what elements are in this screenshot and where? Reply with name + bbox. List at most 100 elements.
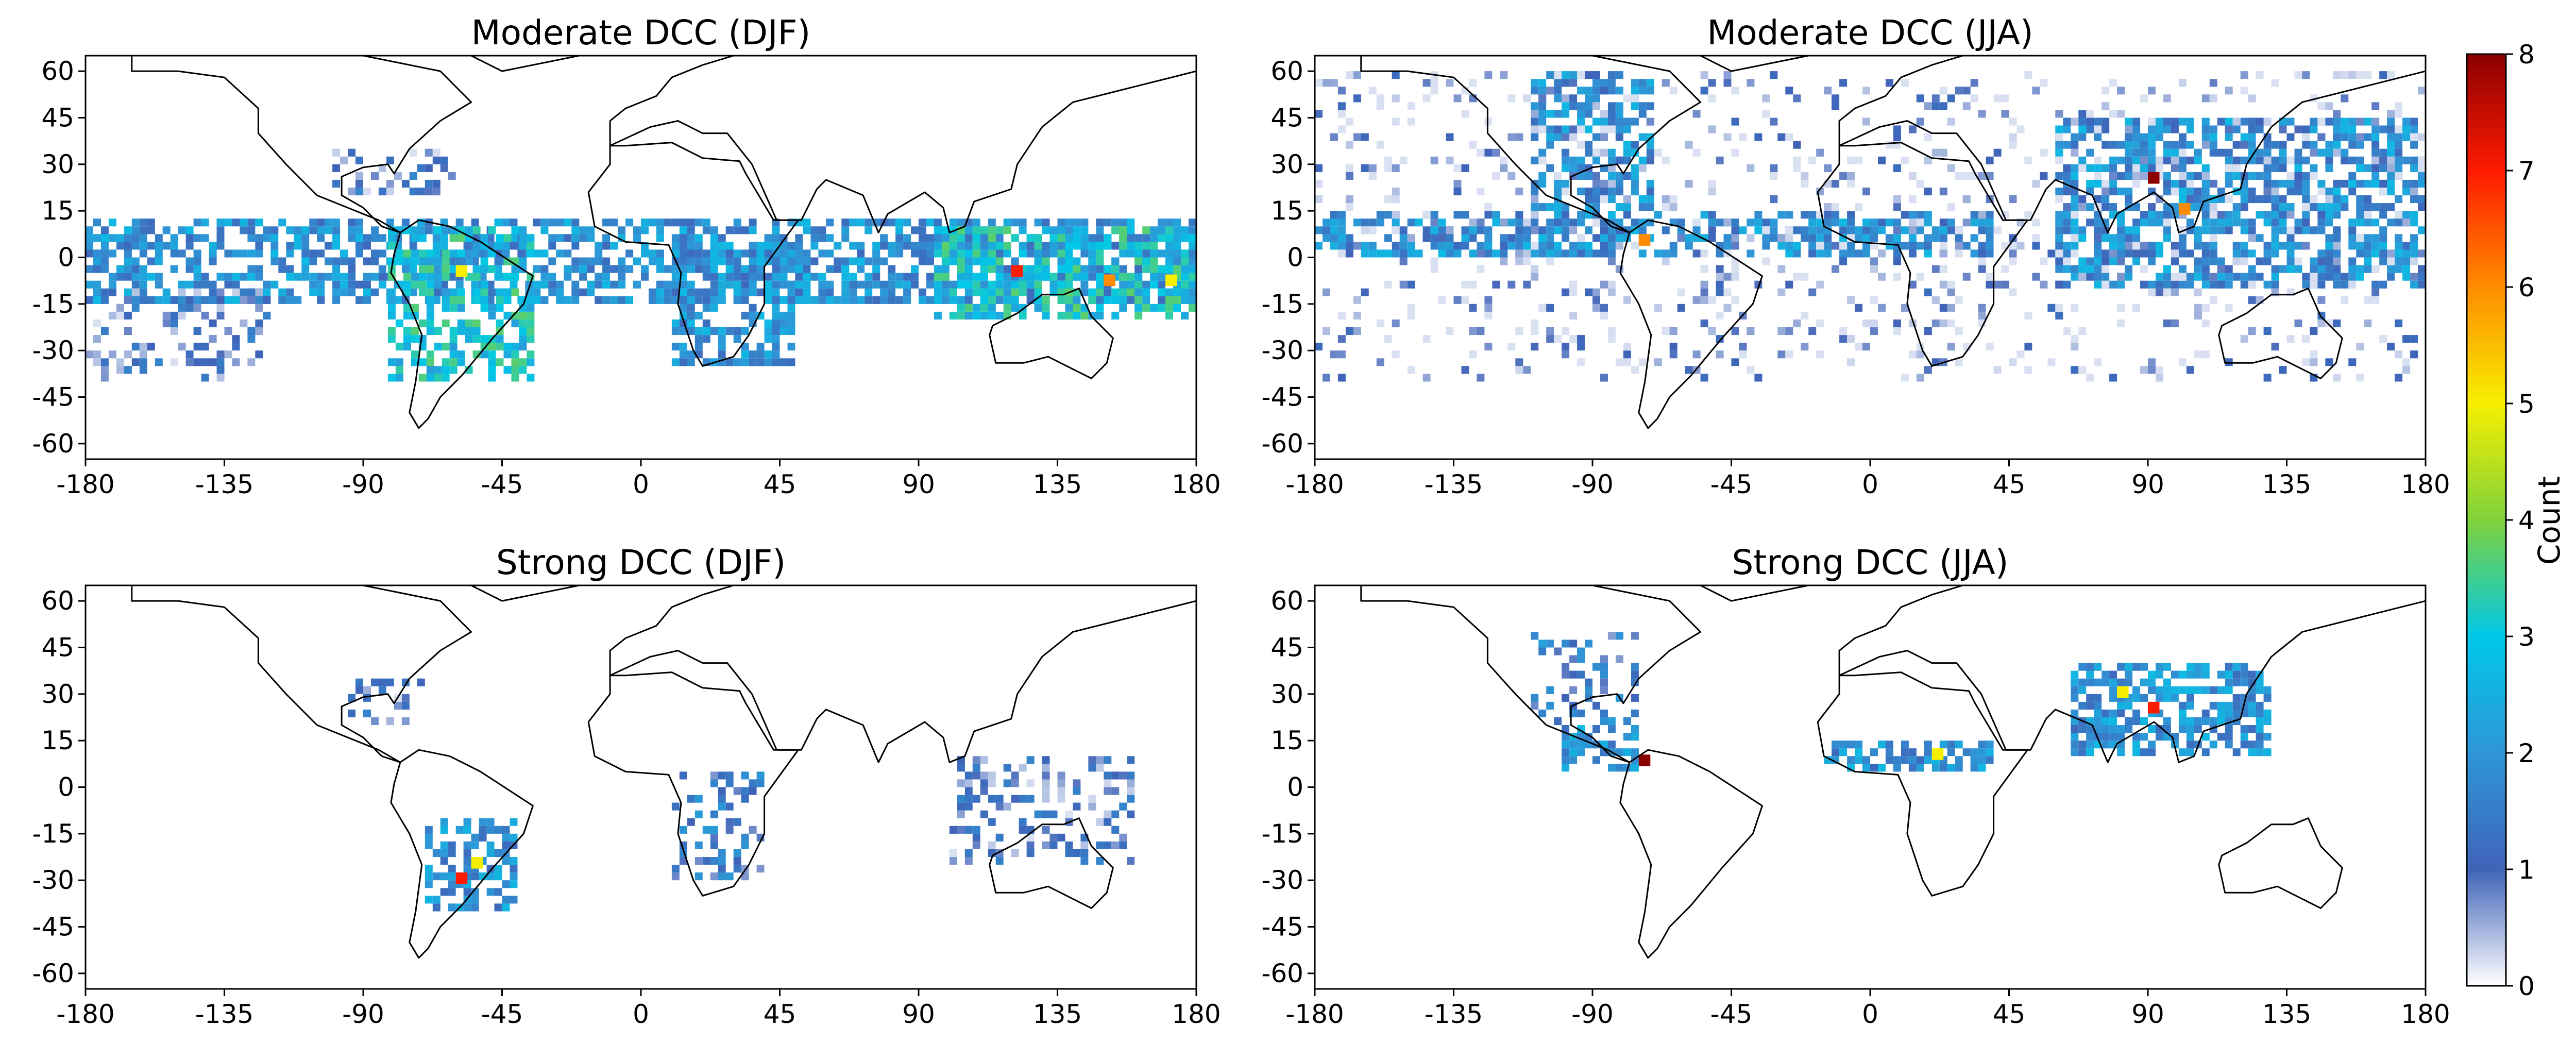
heatmap-cell	[841, 281, 849, 289]
heatmap-cell	[371, 234, 379, 242]
heatmap-cell	[488, 265, 496, 273]
heatmap-cell	[2017, 242, 2025, 249]
heatmap-cell	[155, 242, 163, 249]
colorbar: 012345678 Count	[2467, 40, 2567, 1001]
heatmap-cell	[1886, 756, 1893, 764]
heatmap-cell	[481, 265, 488, 273]
heatmap-cell	[1839, 748, 1847, 756]
heatmap-cell	[826, 249, 834, 257]
heatmap-cell	[147, 273, 155, 281]
y-tick-label: 0	[1287, 243, 1303, 273]
heatmap-cell	[301, 242, 309, 249]
heatmap-cell	[2187, 141, 2194, 149]
heatmap-cell	[2418, 203, 2426, 211]
heatmap-cell	[240, 319, 247, 327]
heatmap-cell	[687, 249, 695, 257]
heatmap-cell	[734, 865, 741, 872]
heatmap-cell	[1917, 273, 1924, 281]
heatmap-cell	[1400, 242, 1408, 249]
heatmap-cell	[942, 296, 950, 304]
heatmap-cell	[1631, 632, 1639, 640]
heatmap-cell	[1739, 226, 1747, 234]
heatmap-cell	[841, 226, 849, 234]
heatmap-cell	[2279, 141, 2287, 149]
heatmap-cell	[1531, 226, 1538, 234]
heatmap-cell	[695, 811, 703, 818]
heatmap-cell	[1585, 242, 1592, 249]
heatmap-cell	[2202, 226, 2210, 234]
heatmap-cell	[1346, 71, 1353, 79]
heatmap-cell	[2402, 366, 2410, 374]
heatmap-cell	[734, 335, 741, 343]
heatmap-cell	[1824, 164, 1832, 172]
heatmap-cell	[1801, 343, 1808, 350]
heatmap-cell	[1777, 133, 1785, 141]
heatmap-cell	[419, 258, 427, 265]
heatmap-cell	[810, 258, 818, 265]
heatmap-cell	[386, 717, 394, 725]
heatmap-cell	[788, 296, 795, 304]
heatmap-cell	[1431, 226, 1438, 234]
heatmap-cell	[2117, 188, 2125, 195]
heatmap-cell	[795, 273, 803, 281]
heatmap-cell	[1088, 764, 1096, 771]
heatmap-cell	[1585, 686, 1592, 694]
heatmap-cell	[527, 335, 534, 343]
heatmap-cell	[124, 258, 132, 265]
heatmap-cell	[427, 281, 434, 289]
heatmap-cell	[270, 281, 278, 289]
y-tick-label: -45	[32, 382, 74, 412]
heatmap-cell	[2356, 180, 2364, 188]
heatmap-cell	[1963, 87, 1971, 94]
heatmap-cell	[2163, 679, 2171, 686]
heatmap-cell	[2194, 686, 2202, 694]
heatmap-cell	[1623, 203, 1631, 211]
heatmap-cell	[849, 242, 857, 249]
heatmap-cell	[427, 358, 434, 366]
heatmap-cell	[1608, 195, 1616, 203]
heatmap-cell	[1569, 655, 1577, 663]
heatmap-cell	[2117, 710, 2125, 717]
heatmap-cell	[2148, 141, 2156, 149]
heatmap-cell	[664, 289, 672, 296]
heatmap-cell	[1035, 218, 1042, 226]
heatmap-cell	[703, 258, 710, 265]
heatmap-cell	[1670, 87, 1677, 94]
heatmap-cell	[2333, 203, 2341, 211]
heatmap-cell	[1600, 133, 1608, 141]
heatmap-cell	[595, 258, 602, 265]
heatmap-cell	[726, 273, 734, 281]
heatmap-cell	[1839, 79, 1847, 87]
heatmap-cell	[1531, 702, 1538, 710]
heatmap-cell	[379, 234, 386, 242]
heatmap-cell	[1577, 343, 1585, 350]
heatmap-cell	[1315, 226, 1323, 234]
heatmap-cell	[434, 258, 442, 265]
heatmap-cell	[741, 842, 749, 849]
heatmap-cell	[703, 249, 710, 257]
heatmap-cell	[2395, 157, 2402, 164]
heatmap-cell	[1134, 265, 1142, 273]
heatmap-cell	[749, 273, 757, 281]
heatmap-cell	[2264, 717, 2272, 725]
heatmap-cell	[726, 265, 734, 273]
heatmap-cell	[1909, 249, 1917, 257]
heatmap-cell	[1600, 188, 1608, 195]
colorbar-tick-label: 2	[2518, 738, 2535, 768]
heatmap-cell	[217, 218, 225, 226]
heatmap-cell	[1469, 304, 1477, 312]
heatmap-cell	[957, 304, 965, 312]
heatmap-cell	[1971, 218, 1978, 226]
heatmap-cell	[388, 242, 396, 249]
heatmap-cell	[2117, 304, 2125, 312]
heatmap-cell	[1909, 748, 1917, 756]
heatmap-cell	[278, 289, 286, 296]
y-tick-label: 15	[1270, 726, 1303, 755]
heatmap-cell	[1042, 249, 1050, 257]
heatmap-cell	[1777, 234, 1785, 242]
heatmap-cell	[2055, 281, 2063, 289]
heatmap-cell	[2140, 149, 2148, 157]
heatmap-cell	[2071, 686, 2078, 694]
heatmap-cell	[1088, 273, 1096, 281]
heatmap-cell	[1189, 226, 1196, 234]
